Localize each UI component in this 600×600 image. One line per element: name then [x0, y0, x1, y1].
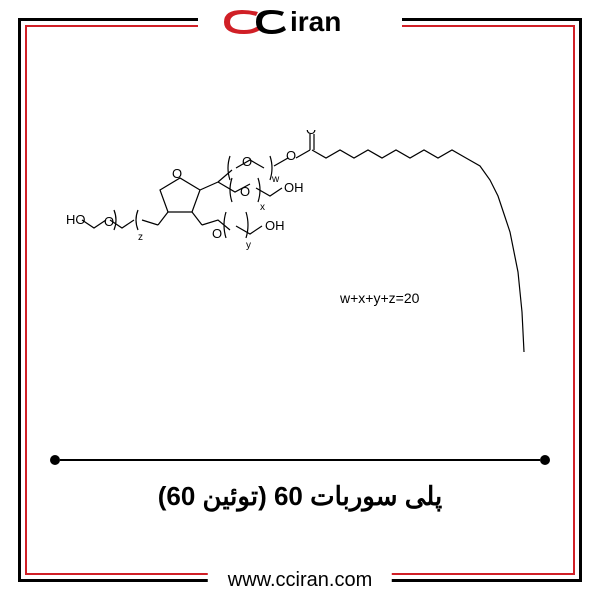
label-o-ring: O [172, 166, 182, 181]
divider [50, 455, 550, 465]
cciran-logo-svg: iran [220, 4, 380, 38]
label-o-x: O [240, 184, 250, 199]
subscript-z: z [138, 232, 143, 243]
label-o-w: O [242, 154, 252, 169]
chemical-structure: HO O z O O y OH O x OH O w O O [60, 130, 540, 410]
label-o-z: O [104, 214, 114, 229]
label-oh-x: OH [284, 180, 304, 195]
divider-dot-left [50, 455, 60, 465]
label-o-carbonyl: O [306, 130, 316, 137]
divider-line [60, 459, 540, 461]
chem-svg: HO O z O O y OH O x OH O w O O [60, 130, 540, 410]
label-oh-y: OH [265, 218, 285, 233]
logo-text: iran [290, 6, 341, 37]
logo: iran [198, 4, 402, 38]
product-title: پلی سوربات 60 (توئین 60) [0, 481, 600, 512]
website-url: www.cciran.com [208, 569, 392, 592]
subscript-w: w [271, 174, 280, 185]
divider-dot-right [540, 455, 550, 465]
subscript-y: y [246, 240, 251, 251]
label-o-y: O [212, 226, 222, 241]
label-o-ester: O [286, 148, 296, 163]
equation: w+x+y+z=20 [340, 290, 419, 306]
label-ho-z: HO [66, 212, 86, 227]
subscript-x: x [260, 202, 265, 213]
